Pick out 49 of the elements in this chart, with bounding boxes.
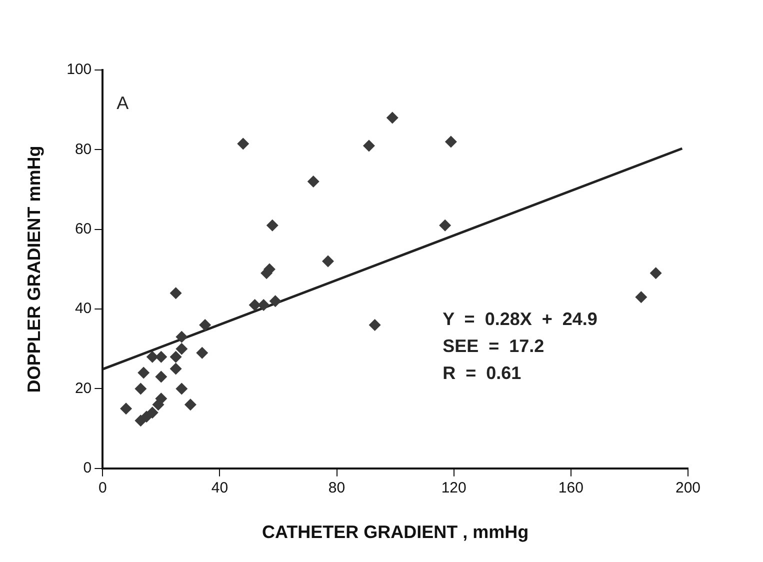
y-tick-label: 0 xyxy=(83,460,92,477)
x-tick-label: 40 xyxy=(211,480,228,497)
point xyxy=(170,350,182,363)
annotation: SEE = 17.2 xyxy=(442,336,544,356)
point xyxy=(439,219,452,232)
point xyxy=(307,176,320,188)
point xyxy=(120,402,132,415)
point xyxy=(386,112,398,124)
point xyxy=(170,362,182,375)
point xyxy=(258,299,270,312)
point xyxy=(635,291,648,304)
x-tick-label: 80 xyxy=(328,480,346,497)
y-tick-label: 60 xyxy=(74,220,92,238)
annotation: Y = 0.28X + 24.9 xyxy=(442,308,598,329)
point xyxy=(155,370,168,383)
point xyxy=(176,342,188,355)
point xyxy=(176,330,188,343)
point xyxy=(368,318,381,331)
annotation: A xyxy=(116,92,129,113)
y-tick-label: 100 xyxy=(66,61,92,78)
point xyxy=(237,138,250,150)
y-tick-label: 40 xyxy=(74,300,92,318)
x-tick-label: 0 xyxy=(98,480,107,497)
point xyxy=(170,287,182,300)
x-axis-title: CATHETER GRADIENT , mmHg xyxy=(262,522,529,542)
y-axis-title: DOPPLER GRADIENT mmHg xyxy=(24,146,44,393)
y-tick-label: 20 xyxy=(74,380,92,397)
x-tick-label: 120 xyxy=(441,480,466,497)
point xyxy=(146,350,158,363)
point xyxy=(269,295,282,308)
point xyxy=(248,299,261,312)
point xyxy=(199,318,212,331)
point xyxy=(134,382,147,395)
point xyxy=(155,392,168,405)
point xyxy=(266,219,278,232)
point xyxy=(444,136,457,148)
point xyxy=(146,406,158,419)
point xyxy=(362,140,375,152)
point xyxy=(196,346,208,359)
point xyxy=(650,267,662,280)
x-tick-label: 200 xyxy=(675,480,701,497)
point xyxy=(184,398,196,411)
annotation: R = 0.61 xyxy=(442,362,522,383)
point xyxy=(138,366,150,379)
point xyxy=(155,350,168,363)
point xyxy=(176,382,188,395)
point xyxy=(322,255,334,268)
y-tick-label: 80 xyxy=(74,140,92,158)
x-tick-label: 160 xyxy=(558,480,584,497)
